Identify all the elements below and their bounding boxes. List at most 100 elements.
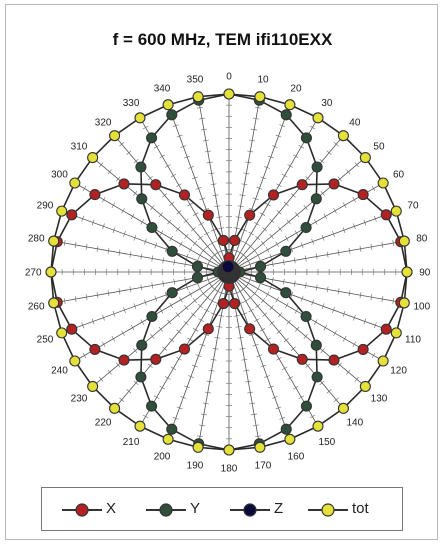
radial-tick [111, 336, 116, 342]
data-point-tot [312, 420, 324, 432]
data-point-tot [312, 112, 324, 124]
radial-tick [359, 245, 362, 252]
data-point-tot [192, 91, 204, 103]
radial-tick [342, 336, 347, 342]
data-point-x [296, 353, 308, 365]
radial-tick [130, 213, 135, 220]
legend-marker-z [230, 503, 270, 517]
series-x [45, 178, 413, 366]
radial-tick [326, 286, 329, 293]
radial-tick [144, 238, 147, 245]
radial-tick [354, 376, 359, 382]
radial-tick [159, 230, 164, 236]
radial-tick [363, 219, 367, 226]
radial-tick [269, 284, 273, 291]
radial-tick [276, 210, 282, 215]
radial-tick [281, 366, 288, 371]
radial-tick [265, 337, 271, 342]
radial-tick [81, 215, 84, 222]
radial-tick [200, 128, 207, 131]
radial-tick [187, 337, 193, 342]
radial-tick [283, 338, 289, 343]
radial-tick [169, 302, 173, 309]
radial-tick [239, 347, 246, 350]
data-point-x [244, 323, 256, 335]
radial-tick [282, 259, 285, 266]
radial-tick [208, 369, 215, 372]
radial-tick [107, 369, 112, 375]
angle-tick-label: 80 [416, 233, 428, 244]
radial-tick [170, 366, 177, 371]
data-point-tot [254, 91, 266, 103]
radial-tick [216, 216, 223, 219]
radial-tick [354, 162, 359, 168]
radial-tick [202, 402, 209, 405]
radial-tick [140, 219, 145, 225]
radial-tick [216, 325, 223, 328]
series-z [217, 260, 241, 284]
radial-tick [277, 312, 283, 318]
radial-tick [342, 202, 347, 208]
radial-tick [172, 124, 179, 127]
radial-tick [165, 164, 171, 168]
radial-tick [91, 219, 95, 226]
data-point-tot [337, 402, 349, 414]
radial-tick [169, 201, 175, 206]
angle-tick-label: 120 [390, 365, 407, 376]
radial-tick [96, 292, 99, 299]
radial-tick [256, 354, 263, 357]
radial-tick [185, 284, 189, 291]
data-point-y [166, 109, 178, 121]
radial-tick [164, 291, 168, 298]
radial-tick [176, 210, 182, 215]
radial-tick [254, 318, 260, 322]
radial-tick [282, 278, 285, 285]
radial-tick [180, 145, 187, 148]
radial-tick [304, 255, 307, 262]
radial-tick [203, 207, 210, 211]
radial-tick [167, 319, 172, 325]
radial-tick [202, 139, 209, 142]
radial-tick [248, 231, 254, 236]
radial-tick [118, 288, 121, 295]
radial-tick [63, 297, 66, 304]
radial-tick [195, 354, 202, 357]
data-point-tot [390, 205, 402, 217]
radial-tick [198, 424, 205, 427]
radial-tick [252, 248, 257, 254]
data-point-y [146, 132, 158, 144]
radial-tick [119, 397, 125, 402]
radial-tick [74, 241, 77, 248]
data-point-tot [284, 99, 296, 111]
radial-tick [285, 235, 289, 242]
radial-tick [195, 187, 202, 190]
radial-tick [81, 322, 84, 329]
radial-tick [140, 284, 143, 291]
radial-tick [326, 150, 332, 155]
angle-tick-label: 230 [71, 393, 88, 404]
data-point-x [229, 234, 241, 246]
radial-tick [359, 292, 362, 299]
radial-tick [176, 183, 182, 188]
radial-tick [206, 161, 213, 164]
radial-tick [342, 227, 346, 234]
radial-tick [198, 285, 202, 292]
radial-tick [129, 251, 132, 258]
radial-tick [352, 196, 357, 203]
radial-tick [191, 176, 198, 180]
radial-tick [269, 305, 274, 311]
radial-tick [198, 252, 202, 259]
radial-tick [333, 208, 337, 214]
radial-tick [154, 295, 158, 302]
data-point-tot [162, 99, 174, 111]
radial-tick [363, 318, 367, 325]
data-point-y [191, 272, 203, 284]
radial-tick [233, 227, 240, 229]
data-point-tot [87, 380, 99, 392]
radial-tick [210, 358, 217, 361]
radial-tick [371, 185, 376, 192]
radial-tick [311, 238, 314, 245]
angle-tick-label: 100 [413, 302, 430, 313]
radial-tick [85, 294, 88, 301]
radial-tick [198, 222, 204, 226]
